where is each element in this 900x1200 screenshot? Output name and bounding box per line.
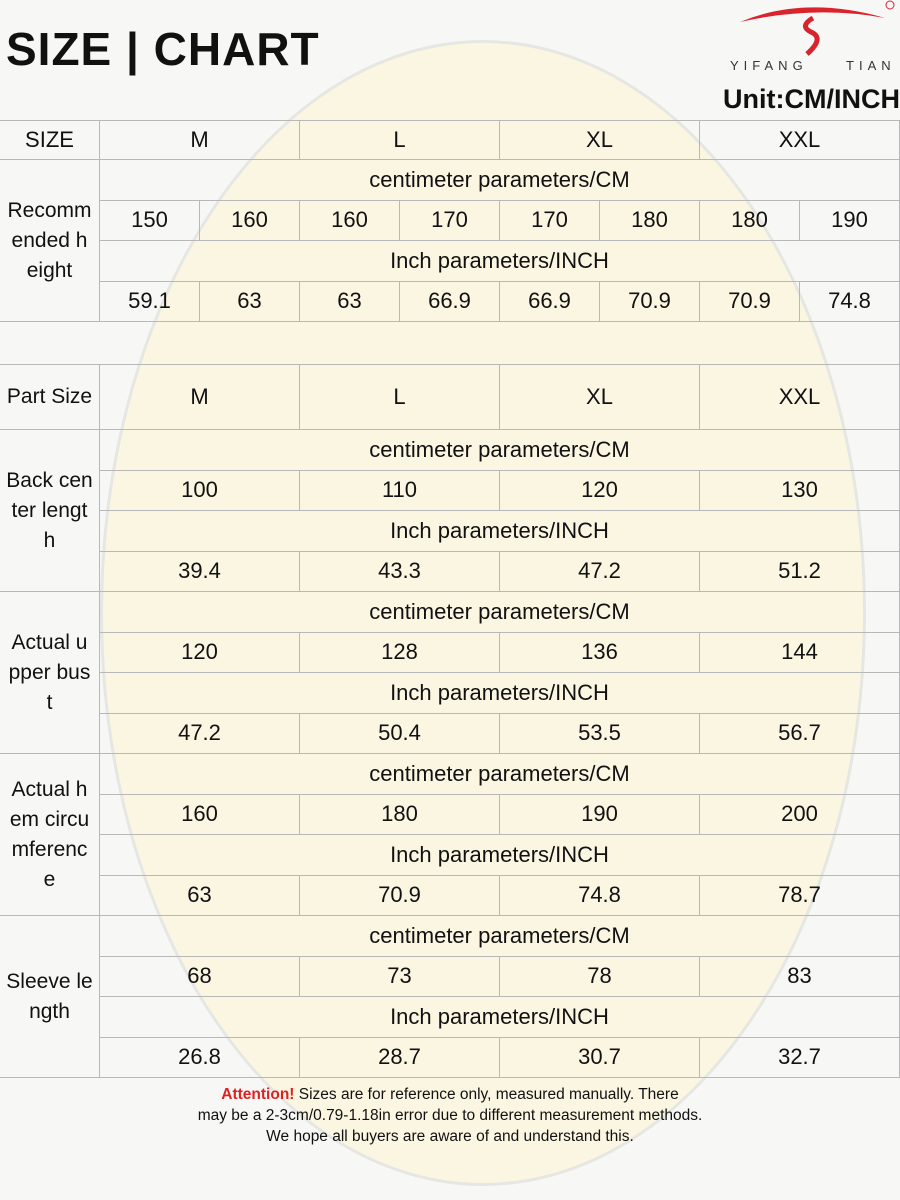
note-line: We hope all buyers are aware of and unde… <box>266 1128 634 1145</box>
row-label: Actual hem circumference <box>0 754 100 916</box>
cm-value: 68 <box>100 956 300 997</box>
size-header: XL <box>500 120 700 160</box>
row-label: Back center length <box>0 430 100 592</box>
height-cm: 190 <box>800 200 900 241</box>
inch-value: 56.7 <box>700 713 900 754</box>
cm-value: 120 <box>100 632 300 673</box>
size-header: XXL <box>700 120 900 160</box>
size-header: M <box>100 120 300 160</box>
unit-subheader: centimeter parameters/CM <box>100 754 900 795</box>
unit-subheader: centimeter parameters/CM <box>100 430 900 471</box>
unit-subheader: Inch parameters/INCH <box>100 997 900 1038</box>
inch-value: 70.9 <box>300 875 500 916</box>
inch-value: 28.7 <box>300 1037 500 1078</box>
inch-value: 74.8 <box>500 875 700 916</box>
inch-value: 47.2 <box>100 713 300 754</box>
inch-value: 78.7 <box>700 875 900 916</box>
unit-subheader: Inch parameters/INCH <box>100 511 900 552</box>
height-inch: 59.1 <box>100 281 200 322</box>
height-inch: 70.9 <box>700 281 800 322</box>
cm-value: 190 <box>500 794 700 835</box>
height-cm: 160 <box>200 200 300 241</box>
unit-subheader: Inch parameters/INCH <box>100 673 900 714</box>
row-label: Sleeve length <box>0 916 100 1078</box>
background-photo <box>100 40 866 1186</box>
height-cm: 180 <box>600 200 700 241</box>
height-inch: 63 <box>200 281 300 322</box>
note-line: may be a 2-3cm/0.79-1.18in error due to … <box>197 1107 703 1124</box>
unit-subheader: Inch parameters/INCH <box>100 835 900 876</box>
row-header: SIZE <box>0 120 100 160</box>
note-line: Sizes are for reference only, measured m… <box>298 1086 679 1103</box>
inch-value: 30.7 <box>500 1037 700 1078</box>
cm-value: 78 <box>500 956 700 997</box>
inch-value: 53.5 <box>500 713 700 754</box>
cm-value: 144 <box>700 632 900 673</box>
inch-value: 32.7 <box>700 1037 900 1078</box>
cm-value: 100 <box>100 470 300 511</box>
title: SIZE | CHART <box>6 23 320 75</box>
inch-value: 50.4 <box>300 713 500 754</box>
inch-value: 51.2 <box>700 551 900 592</box>
inch-value: 47.2 <box>500 551 700 592</box>
cm-value: 136 <box>500 632 700 673</box>
inch-value: 39.4 <box>100 551 300 592</box>
logo <box>740 0 895 56</box>
spacer-row <box>0 322 900 365</box>
height-cm: 170 <box>500 200 600 241</box>
unit-subheader: Inch parameters/INCH <box>100 241 900 282</box>
height-inch: 66.9 <box>500 281 600 322</box>
attention: Attention! <box>221 1086 295 1103</box>
height-inch: 66.9 <box>400 281 500 322</box>
brand: YIFANG TIAN <box>730 58 896 73</box>
size-header: M <box>100 365 300 430</box>
size-header: XXL <box>700 365 900 430</box>
cm-value: 83 <box>700 956 900 997</box>
cm-value: 110 <box>300 470 500 511</box>
size-header: L <box>300 120 500 160</box>
unit-subheader: centimeter parameters/CM <box>100 916 900 957</box>
cm-value: 128 <box>300 632 500 673</box>
cm-value: 200 <box>700 794 900 835</box>
cm-value: 120 <box>500 470 700 511</box>
row-label: Recommended height <box>0 160 100 322</box>
height-cm: 180 <box>700 200 800 241</box>
height-inch: 63 <box>300 281 400 322</box>
cm-value: 130 <box>700 470 900 511</box>
unit-subheader: centimeter parameters/CM <box>100 160 900 201</box>
footer-note: Attention! Sizes are for reference only,… <box>0 1084 900 1147</box>
unit-label: Unit:CM/INCH <box>723 84 900 114</box>
inch-value: 26.8 <box>100 1037 300 1078</box>
height-cm: 170 <box>400 200 500 241</box>
height-inch: 70.9 <box>600 281 700 322</box>
inch-value: 63 <box>100 875 300 916</box>
height-inch: 74.8 <box>800 281 900 322</box>
row-label: Actual upper bust <box>0 592 100 754</box>
row-header: Part Size <box>0 365 100 430</box>
height-cm: 150 <box>100 200 200 241</box>
cm-value: 160 <box>100 794 300 835</box>
inch-value: 43.3 <box>300 551 500 592</box>
size-header: XL <box>500 365 700 430</box>
cm-value: 73 <box>300 956 500 997</box>
height-cm: 160 <box>300 200 400 241</box>
size-header: L <box>300 365 500 430</box>
unit-subheader: centimeter parameters/CM <box>100 592 900 633</box>
cm-value: 180 <box>300 794 500 835</box>
